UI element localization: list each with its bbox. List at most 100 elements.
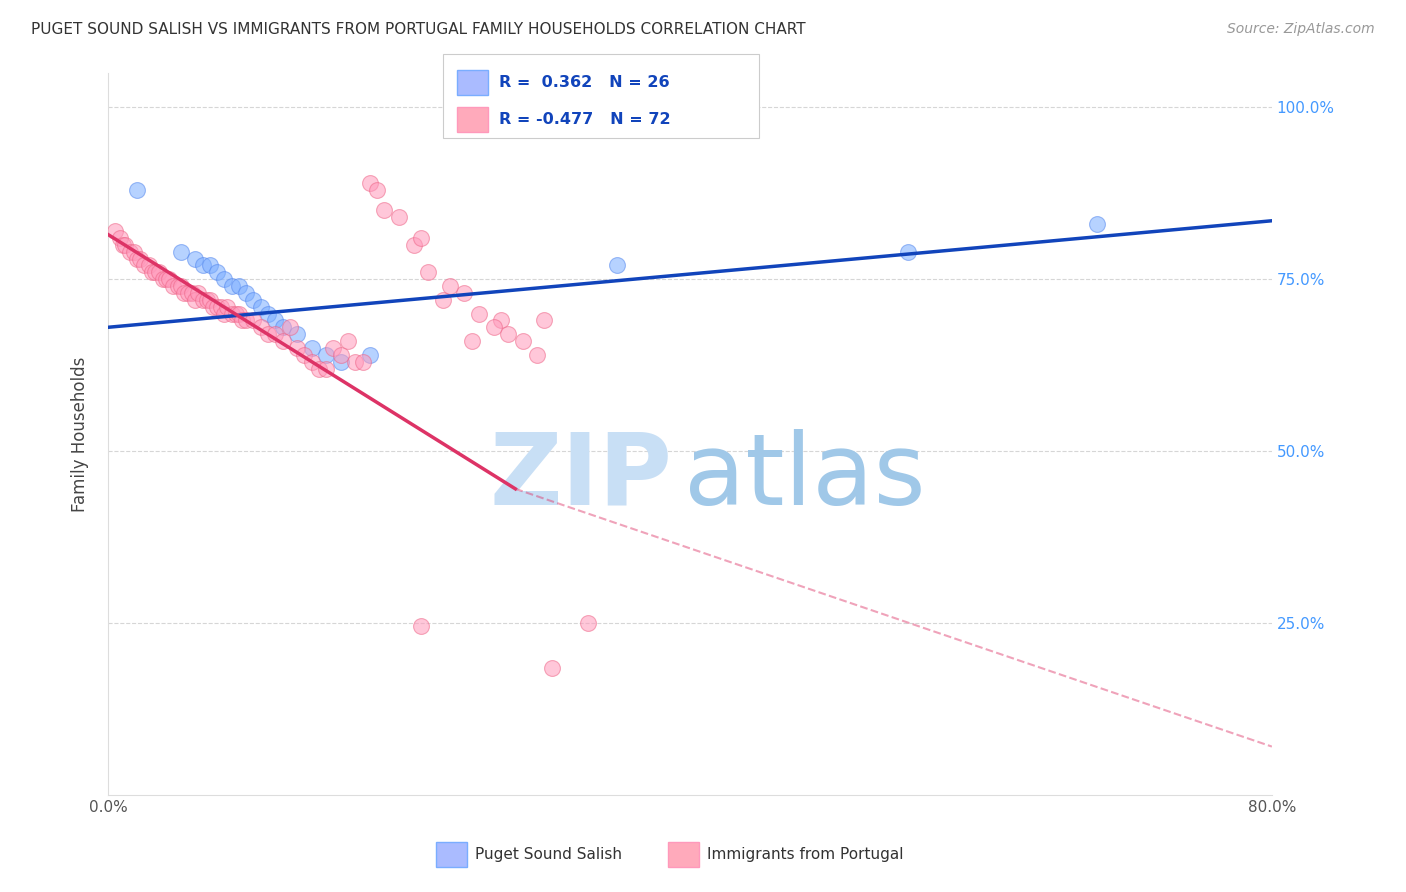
Point xyxy=(315,348,337,362)
Point xyxy=(157,272,180,286)
Point xyxy=(127,183,149,197)
Point xyxy=(432,293,454,307)
Point xyxy=(388,211,411,225)
Point xyxy=(344,354,367,368)
Point xyxy=(496,327,519,342)
Point xyxy=(285,327,308,342)
Point xyxy=(897,244,920,259)
Point xyxy=(409,231,432,245)
Point xyxy=(184,252,207,266)
Point xyxy=(366,183,388,197)
Point xyxy=(285,341,308,355)
Point xyxy=(278,320,301,334)
Text: R =  0.362   N = 26: R = 0.362 N = 26 xyxy=(499,75,669,90)
Point xyxy=(228,307,250,321)
Point xyxy=(315,361,337,376)
Point xyxy=(606,259,628,273)
Point xyxy=(460,334,482,348)
Text: Source: ZipAtlas.com: Source: ZipAtlas.com xyxy=(1227,22,1375,37)
Point xyxy=(214,272,236,286)
Point xyxy=(191,293,214,307)
Point xyxy=(127,252,149,266)
Point xyxy=(264,327,287,342)
Point xyxy=(104,224,127,238)
Point xyxy=(231,313,253,327)
Text: ZIP: ZIP xyxy=(489,429,672,525)
Point xyxy=(195,293,218,307)
Point xyxy=(191,259,214,273)
Point xyxy=(402,237,425,252)
Point xyxy=(409,619,432,633)
Point xyxy=(138,259,160,273)
Point xyxy=(301,341,323,355)
Point xyxy=(301,354,323,368)
Point xyxy=(148,265,170,279)
Point xyxy=(187,285,209,300)
Point xyxy=(166,279,188,293)
Point xyxy=(129,252,152,266)
Point xyxy=(170,279,193,293)
Point xyxy=(242,293,264,307)
Point xyxy=(114,237,136,252)
Point xyxy=(439,279,461,293)
Point xyxy=(221,279,243,293)
Y-axis label: Family Households: Family Households xyxy=(72,356,89,511)
Point xyxy=(482,320,505,334)
Point xyxy=(359,176,381,190)
Point xyxy=(143,265,166,279)
Point xyxy=(162,279,184,293)
Point xyxy=(416,265,439,279)
Point xyxy=(235,285,257,300)
Point xyxy=(249,300,271,314)
Point xyxy=(322,341,344,355)
Point xyxy=(453,285,475,300)
Point xyxy=(217,300,239,314)
Point xyxy=(134,259,156,273)
Point xyxy=(264,313,287,327)
Point xyxy=(228,279,250,293)
Point xyxy=(225,307,247,321)
Point xyxy=(181,285,204,300)
Point xyxy=(308,361,330,376)
Point xyxy=(257,327,280,342)
Point xyxy=(173,285,195,300)
Point xyxy=(141,265,163,279)
Text: Immigrants from Portugal: Immigrants from Portugal xyxy=(707,847,904,862)
Point xyxy=(242,313,264,327)
Point xyxy=(540,660,562,674)
Point xyxy=(170,244,193,259)
Text: PUGET SOUND SALISH VS IMMIGRANTS FROM PORTUGAL FAMILY HOUSEHOLDS CORRELATION CHA: PUGET SOUND SALISH VS IMMIGRANTS FROM PO… xyxy=(31,22,806,37)
Point xyxy=(576,615,599,630)
Point xyxy=(294,348,316,362)
Point xyxy=(271,320,294,334)
Point xyxy=(329,354,352,368)
Point xyxy=(221,307,243,321)
Point xyxy=(512,334,534,348)
Point xyxy=(205,300,228,314)
Point xyxy=(111,237,134,252)
Point xyxy=(201,300,224,314)
Point xyxy=(257,307,280,321)
Point xyxy=(249,320,271,334)
Point xyxy=(108,231,131,245)
Point xyxy=(122,244,145,259)
Point xyxy=(198,293,221,307)
Point xyxy=(337,334,360,348)
Point xyxy=(271,334,294,348)
Text: R = -0.477   N = 72: R = -0.477 N = 72 xyxy=(499,112,671,127)
Point xyxy=(214,307,236,321)
Point xyxy=(184,293,207,307)
Point xyxy=(118,244,141,259)
Point xyxy=(1085,217,1108,231)
Text: atlas: atlas xyxy=(685,429,925,525)
Point xyxy=(235,313,257,327)
Point xyxy=(205,265,228,279)
Point xyxy=(155,272,177,286)
Point xyxy=(152,272,174,286)
Point xyxy=(211,300,233,314)
Point xyxy=(352,354,374,368)
Point xyxy=(468,307,491,321)
Point xyxy=(533,313,555,327)
Point xyxy=(526,348,548,362)
Point xyxy=(198,259,221,273)
